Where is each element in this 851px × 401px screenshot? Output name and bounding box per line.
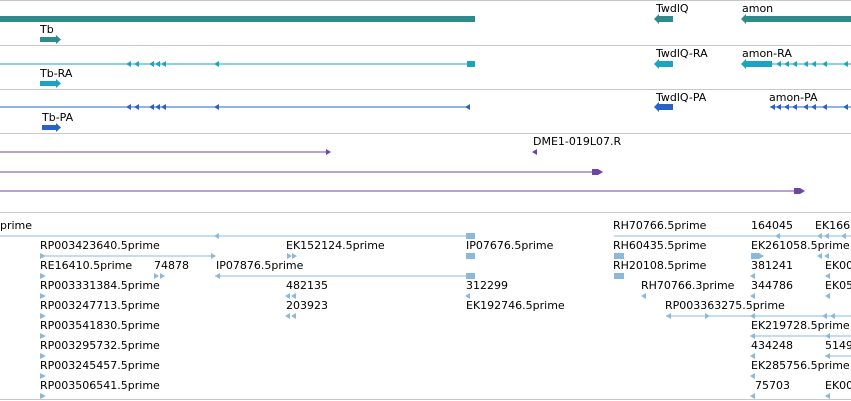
est-label[interactable]: RP003245457.5prime: [40, 359, 160, 372]
gene-amon-arrow: [741, 14, 746, 24]
est-label[interactable]: RP003331384.5prime: [40, 279, 160, 292]
est-label[interactable]: EK152124.5prime: [286, 239, 385, 252]
est-label[interactable]: 203923: [286, 299, 328, 312]
est-label[interactable]: IP07876.5prime: [216, 259, 304, 272]
transcript-exon-4: [155, 61, 160, 67]
protein-label-TwdlQ-PA[interactable]: TwdlQ-PA: [656, 91, 707, 104]
gene-label-TwdlQ[interactable]: TwdlQ: [656, 2, 689, 15]
transcript-exon-5: [161, 61, 166, 67]
est-label[interactable]: EK00: [825, 259, 851, 272]
est-label[interactable]: EK166: [815, 219, 851, 232]
est-label[interactable]: 381241: [751, 259, 793, 272]
protein-track-divider: [0, 133, 851, 134]
est-label[interactable]: 164045: [751, 219, 793, 232]
est-label[interactable]: RH70766.5prime: [613, 219, 707, 232]
transcript-exon-2: [134, 61, 139, 67]
protein-label-Tb-PA[interactable]: Tb-PA: [42, 111, 74, 124]
transcript-label-amon-RA[interactable]: amon-RA: [742, 47, 792, 60]
protein-label-amon-PA[interactable]: amon-PA: [769, 91, 818, 104]
est-label[interactable]: RP003247713.5prime: [40, 299, 160, 312]
protein-TwdlQ-PA-glyph: [659, 104, 673, 110]
est-label[interactable]: RP003541830.5prime: [40, 319, 160, 332]
transcript-Tb-RA-exon: [467, 61, 475, 67]
gene-Tb-glyph[interactable]: [40, 37, 56, 42]
gene-label-Tb[interactable]: Tb: [40, 23, 54, 36]
est-label[interactable]: EK285756.5prime: [751, 359, 850, 372]
gene-Tb-bar[interactable]: [0, 16, 475, 22]
est-label[interactable]: RP003423640.5prime: [40, 239, 160, 252]
transcript-exon-3: [149, 61, 154, 67]
transcript-label-Tb-RA[interactable]: Tb-RA: [40, 67, 73, 80]
est-label[interactable]: EK00: [825, 379, 851, 392]
est-label[interactable]: EK261058.5prime: [751, 239, 850, 252]
protein-Tb-PA-glyph: [42, 125, 56, 130]
transcript-exon-1: [126, 61, 131, 67]
est-label[interactable]: RP003295732.5prime: [40, 339, 160, 352]
gene-amon-bar[interactable]: [746, 16, 851, 22]
est-label[interactable]: 344786: [751, 279, 793, 292]
transcript-Tb-RA-glyph: [40, 81, 56, 86]
est-label[interactable]: RH60435.5prime: [613, 239, 707, 252]
transcript-Tb-RA-arrow: [56, 79, 61, 88]
gene-TwdlQ-arrow: [654, 14, 659, 24]
est-label[interactable]: 5149: [825, 339, 851, 352]
clone-track-divider: [0, 212, 851, 213]
transcript-exon-6: [214, 61, 219, 67]
gene-track-divider: [0, 45, 851, 46]
est-label[interactable]: RP003363275.5prime: [665, 299, 785, 312]
transcript-track-divider: [0, 89, 851, 90]
transcript-features[interactable]: [0, 59, 851, 88]
clone-label-DME1-019L07R[interactable]: DME1-019L07.R: [533, 135, 622, 148]
est-label[interactable]: RH20108.5prime: [613, 259, 707, 272]
est-label[interactable]: 482135: [286, 279, 328, 292]
gene-Tb-arrow: [56, 35, 61, 44]
est-label[interactable]: RE16410.5prime: [40, 259, 133, 272]
est-label[interactable]: 74878: [154, 259, 189, 272]
est-features[interactable]: [0, 233, 851, 399]
est-track-divider: [0, 399, 851, 400]
est-label[interactable]: RH70766.3prime: [641, 279, 735, 292]
est-label[interactable]: EK05: [825, 279, 851, 292]
protein-features[interactable]: [0, 102, 851, 132]
est-label[interactable]: 434248: [751, 339, 793, 352]
est-label[interactable]: 312299: [466, 279, 508, 292]
gene-TwdlQ-glyph[interactable]: [659, 16, 673, 22]
est-label[interactable]: 75703: [755, 379, 790, 392]
transcript-label-TwdlQ-RA[interactable]: TwdlQ-RA: [656, 47, 708, 60]
gene-track: [0, 0, 851, 1]
transcript-TwdlQ-RA-glyph: [659, 61, 673, 67]
clone-features[interactable]: [0, 149, 805, 194]
est-label[interactable]: prime: [0, 219, 33, 232]
est-label[interactable]: IP07676.5prime: [466, 239, 554, 252]
est-label[interactable]: EK192746.5prime: [466, 299, 565, 312]
gene-features[interactable]: [0, 14, 851, 44]
est-label[interactable]: EK219728.5prime: [751, 319, 850, 332]
est-label[interactable]: RP003506541.5prime: [40, 379, 160, 392]
gene-label-amon[interactable]: amon: [742, 2, 774, 15]
